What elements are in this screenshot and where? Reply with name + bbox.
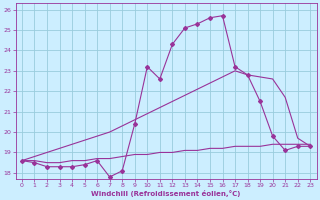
X-axis label: Windchill (Refroidissement éolien,°C): Windchill (Refroidissement éolien,°C) [92, 190, 241, 197]
